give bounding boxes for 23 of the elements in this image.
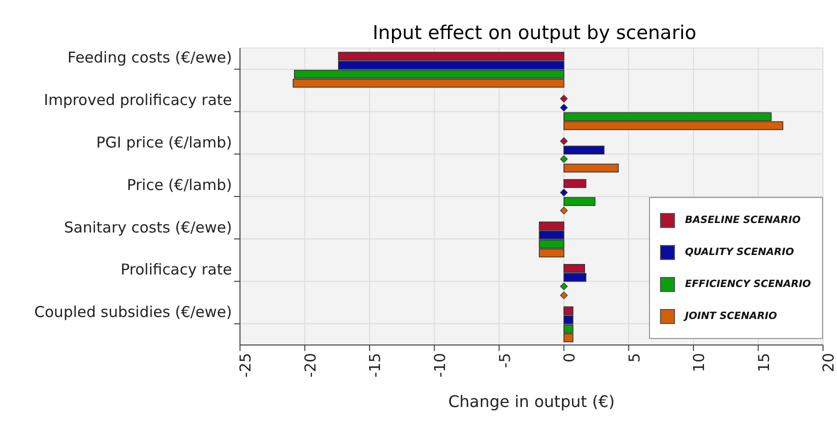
legend-label: JOINT SCENARIO bbox=[685, 310, 778, 322]
x-tick-label: -25 bbox=[236, 353, 255, 378]
y-tick-label: Feeding costs (€/ewe) bbox=[68, 48, 232, 67]
legend-label: QUALITY SCENARIO bbox=[685, 246, 794, 258]
x-tick-label: -20 bbox=[301, 353, 320, 378]
y-tick-label: Improved prolificacy rate bbox=[44, 90, 232, 109]
chart-title: Input effect on output by scenario bbox=[372, 22, 698, 44]
x-axis-title: Change in output (€) bbox=[448, 392, 615, 411]
y-tick-label: Prolificacy rate bbox=[120, 260, 232, 279]
x-tick-label: -10 bbox=[430, 353, 449, 378]
y-tick-label: Coupled subsidies (€/ewe) bbox=[34, 303, 232, 322]
x-tick-label: 20 bbox=[820, 353, 837, 372]
x-tick-label: -5 bbox=[496, 353, 514, 368]
x-tick-label: 10 bbox=[690, 353, 708, 372]
legend-label: EFFICIENCY SCENARIO bbox=[685, 278, 811, 290]
x-tick-label: -15 bbox=[366, 353, 384, 378]
x-tick-label: 15 bbox=[754, 353, 773, 372]
x-tick-label: 0 bbox=[560, 353, 579, 363]
y-tick-label: PGI price (€/lamb) bbox=[96, 133, 232, 152]
y-tick-label: Sanitary costs (€/ewe) bbox=[64, 218, 232, 236]
legend-label: BASELINE SCENARIO bbox=[685, 214, 801, 226]
y-tick-label: Price (€/lamb) bbox=[126, 176, 232, 194]
x-tick-label: 5 bbox=[625, 353, 644, 363]
